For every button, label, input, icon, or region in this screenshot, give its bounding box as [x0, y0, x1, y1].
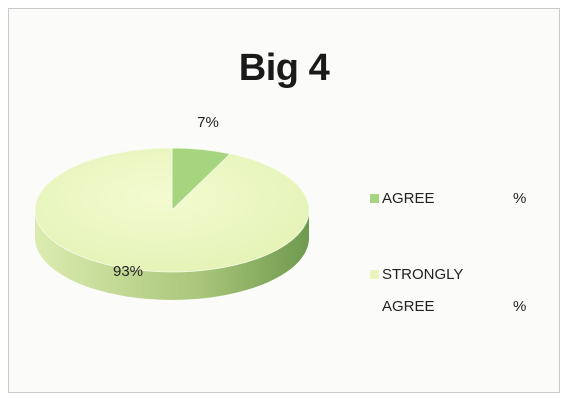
pie-slice-strongly-agree [34, 147, 310, 273]
chart-title: Big 4 [238, 47, 330, 89]
legend-swatch-strongly-agree [370, 270, 379, 279]
pie-side-wall [35, 210, 309, 300]
legend-label-agree: AGREE [382, 190, 435, 207]
legend-pct-strongly-agree: % [513, 298, 527, 315]
data-label-agree: 7% [197, 114, 219, 131]
legend-label-strongly-agree-line1: STRONGLY [382, 266, 464, 283]
legend-label-strongly-agree-line2: AGREE [382, 298, 435, 315]
data-label-strongly-agree: 93% [113, 263, 143, 280]
legend-swatch-agree [370, 194, 379, 203]
legend-pct-agree: % [513, 190, 527, 207]
